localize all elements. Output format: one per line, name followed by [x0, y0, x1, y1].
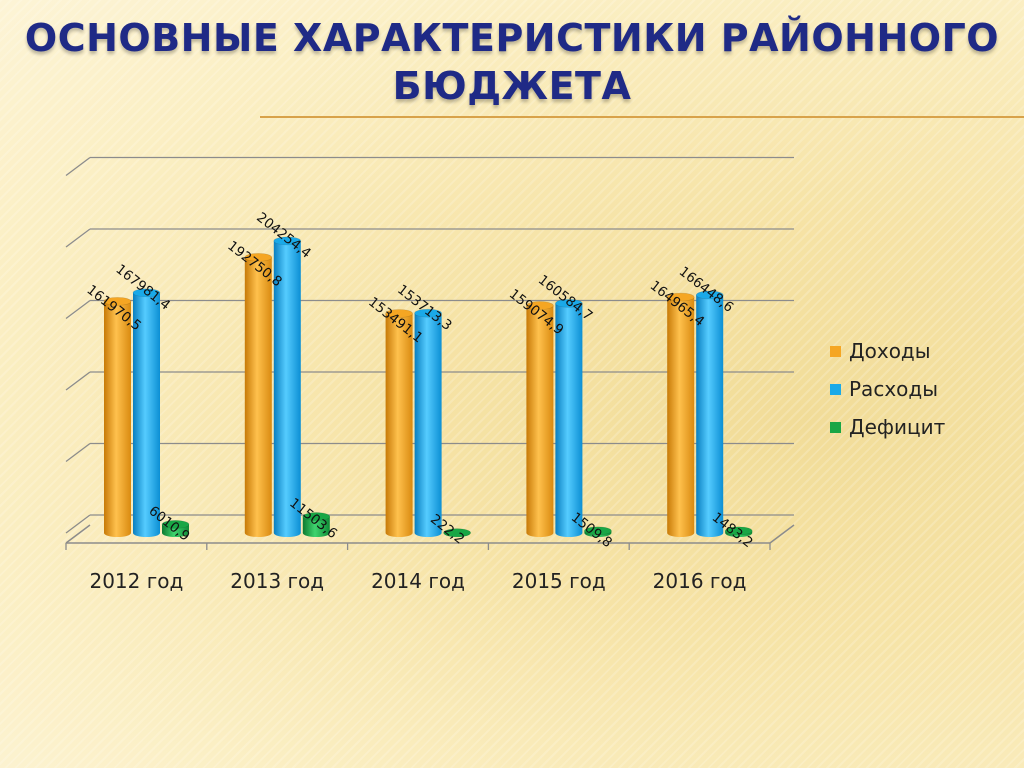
legend-label: Расходы: [849, 377, 939, 401]
title-divider: [260, 116, 1024, 118]
x-tick-label: 2013 год: [230, 569, 324, 593]
bar-расходы-5: [695, 290, 724, 537]
legend-item-дефицит: Дефицит: [830, 408, 945, 446]
gridline-side: [65, 371, 91, 391]
bar-дефицит-1: [161, 520, 190, 537]
gridline-side: [65, 299, 91, 320]
legend-item-расходы: Расходы: [830, 370, 945, 408]
slide-title: Основные характеристики районного бюджет…: [0, 14, 1024, 110]
legend-label: Доходы: [849, 339, 931, 363]
legend-swatch: [830, 383, 841, 395]
gridline-side: [65, 514, 91, 534]
x-tick-label: 2014 год: [371, 569, 465, 593]
x-tick-label: 2016 год: [653, 569, 747, 593]
bar-доходы-5: [666, 292, 695, 537]
gridline-side: [65, 228, 91, 248]
legend-item-доходы: Доходы: [830, 332, 945, 370]
chart-axes: [65, 524, 795, 550]
chart-bars: [103, 236, 753, 538]
bar-расходы-3: [414, 308, 442, 537]
bar-дефицит-4: [584, 526, 612, 537]
bar-расходы-1: [132, 288, 161, 537]
bar-дефицит-5: [724, 526, 753, 537]
bar-доходы-3: [385, 309, 413, 537]
bar-расходы-4: [555, 299, 583, 537]
x-tick-label: 2015 год: [512, 569, 606, 593]
slide-title-line-1: Основные характеристики районного: [24, 16, 1000, 60]
floor-edge: [65, 524, 91, 544]
legend-swatch: [830, 421, 841, 433]
x-tick-label: 2012 год: [89, 569, 183, 593]
bar-доходы-4: [526, 301, 554, 537]
gridline-side: [65, 156, 91, 177]
bar-дефицит-3: [443, 528, 471, 537]
bar-доходы-1: [103, 297, 132, 537]
bar-дефицит-2: [302, 512, 331, 537]
gridline-side: [65, 442, 91, 463]
floor-edge: [769, 524, 795, 544]
legend-swatch: [830, 345, 841, 357]
chart-legend: Доходы Расходы Дефицит: [830, 332, 945, 446]
bar-доходы-2: [244, 253, 273, 537]
chart-x-tick-labels: 2012 год 2013 год 2014 год 2015 год 2016 год: [89, 569, 746, 593]
bar-расходы-2: [273, 236, 302, 538]
legend-label: Дефицит: [849, 415, 946, 439]
slide-title-line-2: бюджета: [392, 64, 632, 108]
